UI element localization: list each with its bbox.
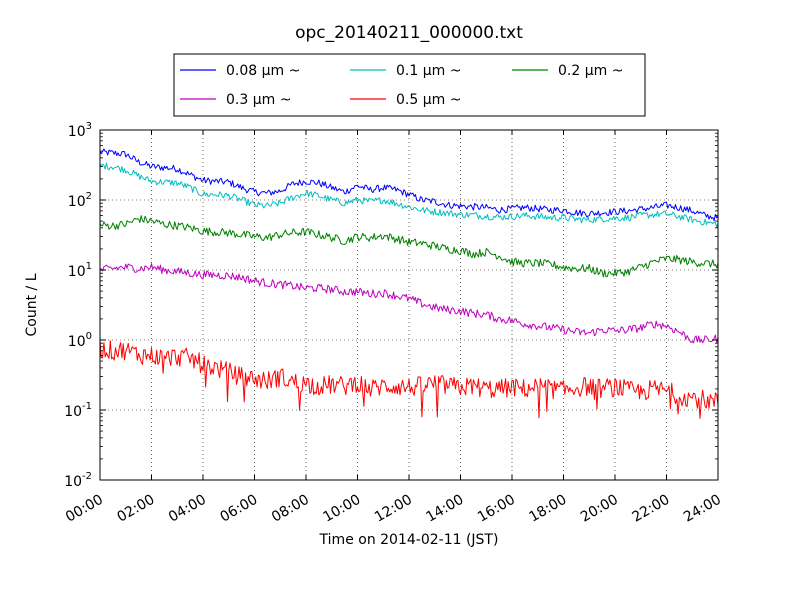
legend-box — [173, 53, 646, 117]
grid — [100, 130, 718, 480]
y-tick-base: 10 — [64, 404, 82, 420]
legend-label-3: 0.3 µm ~ — [226, 92, 291, 108]
legend-label-0: 0.08 µm ~ — [226, 63, 300, 79]
axis-ticks — [99, 129, 719, 481]
legend-label-1: 0.1 µm ~ — [396, 63, 461, 79]
legend-label-4: 0.5 µm ~ — [396, 92, 461, 108]
y-tick-label: 10-2 — [64, 471, 92, 490]
y-tick-exponent: -1 — [82, 401, 92, 412]
y-axis-label: Count / L — [24, 273, 40, 336]
y-tick-base: 10 — [68, 194, 86, 210]
legend-label-2: 0.2 µm ~ — [558, 63, 623, 79]
y-tick-base: 10 — [68, 264, 86, 280]
legend: 0.08 µm ~ 0.1 µm ~ 0.2 µm ~ 0.3 µm ~ 0.5 µm … — [173, 53, 646, 117]
series-lines — [99, 148, 719, 419]
y-tick-label: 101 — [68, 261, 92, 280]
series-line-0 — [99, 148, 719, 222]
y-tick-base: 10 — [68, 334, 86, 350]
y-tick-label: 103 — [68, 121, 92, 140]
y-tick-exponent: 3 — [86, 121, 92, 132]
y-tick-base: 10 — [64, 474, 82, 490]
x-axis-label: Time on 2014-02-11 (JST) — [319, 532, 499, 548]
y-tick-base: 10 — [68, 124, 86, 140]
y-tick-exponent: -2 — [82, 471, 92, 482]
y-tick-exponent: 1 — [86, 261, 92, 272]
y-tick-label: 102 — [68, 191, 92, 210]
series-line-1 — [99, 162, 719, 228]
series-line-2 — [99, 215, 719, 278]
series-line-3 — [99, 263, 719, 344]
chart-title: opc_20140211_000000.txt — [295, 23, 523, 43]
y-tick-label: 100 — [68, 331, 92, 350]
y-tick-label: 10-1 — [64, 401, 92, 420]
y-tick-exponent: 2 — [86, 191, 92, 202]
series-line-4 — [99, 340, 719, 419]
y-tick-exponent: 0 — [86, 331, 92, 342]
